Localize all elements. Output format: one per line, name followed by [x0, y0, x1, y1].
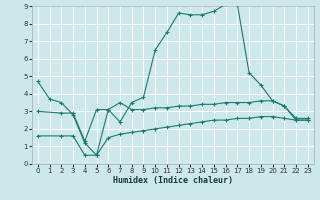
X-axis label: Humidex (Indice chaleur): Humidex (Indice chaleur) [113, 176, 233, 185]
